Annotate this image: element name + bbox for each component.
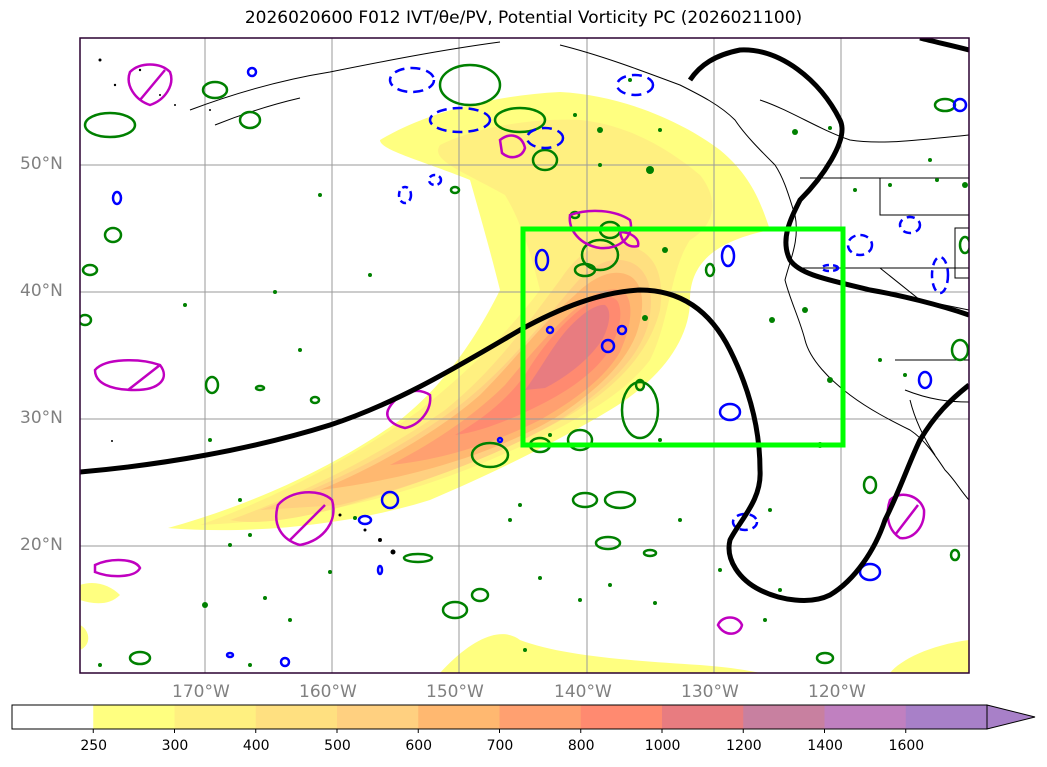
pv-green-dots <box>98 78 968 667</box>
colorbar-tick-label: 700 <box>486 738 514 754</box>
colorbar-tick-label: 1000 <box>644 738 681 754</box>
lat-label-30n: 30°N <box>20 408 63 428</box>
colorbar-extend-arrow <box>986 704 1036 730</box>
colorbar-bin <box>743 705 825 729</box>
lon-label-120w: 120°W <box>808 682 866 702</box>
lat-label-50n: 50°N <box>20 154 63 174</box>
ivt-250-bottom-right <box>890 640 969 673</box>
lat-label-40n: 40°N <box>20 281 63 301</box>
lon-label-140w: 140°W <box>554 682 612 702</box>
colorbar-bin <box>93 705 175 729</box>
map-frame <box>79 37 970 674</box>
colorbar-bin <box>174 705 257 729</box>
colorbar-bin <box>905 705 988 729</box>
title-text: 2026020600 F012 IVT/θe/PV, Potential Vor… <box>244 8 803 28</box>
colorbar-bin <box>824 705 907 729</box>
analysis-box <box>520 226 846 448</box>
lon-label-160w: 160°W <box>299 682 357 702</box>
ivt-250-south <box>80 583 120 604</box>
lat-label-20n: 20°N <box>20 535 63 555</box>
coastlines <box>189 41 969 501</box>
colorbar-bin <box>255 705 338 729</box>
islands <box>98 58 396 555</box>
colorbar-bin <box>337 705 419 729</box>
colorbar-bin <box>499 705 582 729</box>
colorbar-bin <box>580 705 663 729</box>
colorbar-tick-label: 400 <box>242 738 270 754</box>
colorbar-tick-label: 250 <box>80 738 108 754</box>
ivt-300 <box>200 119 713 525</box>
colorbar <box>11 704 1036 733</box>
lon-label-130w: 130°W <box>681 682 739 702</box>
colorbar-bin <box>418 705 500 729</box>
colorbar-tick-label: 1600 <box>888 738 925 754</box>
colorbar-bin <box>12 705 94 729</box>
lon-label-150w: 150°W <box>426 682 484 702</box>
lon-label-170w: 170°W <box>172 682 230 702</box>
ivt-1000 <box>525 304 610 390</box>
ivt-250-bottom <box>440 634 760 673</box>
colorbar-tick-label: 300 <box>161 738 189 754</box>
colorbar-tick-label: 500 <box>324 738 351 754</box>
colorbar-tick-label: 800 <box>567 738 595 754</box>
map-title: 2026020600 F012 IVT/θe/PV, Potential Vor… <box>0 8 1047 28</box>
ivt-250-left <box>80 625 89 650</box>
colorbar-bin <box>662 705 744 729</box>
colorbar-tick-label: 600 <box>405 738 433 754</box>
colorbar-tick-label: 1200 <box>726 738 762 754</box>
pv-blue-contours <box>111 66 968 668</box>
pv-green-contours <box>80 63 969 666</box>
map-area <box>80 38 969 673</box>
colorbar-tick-label: 1400 <box>807 738 843 754</box>
